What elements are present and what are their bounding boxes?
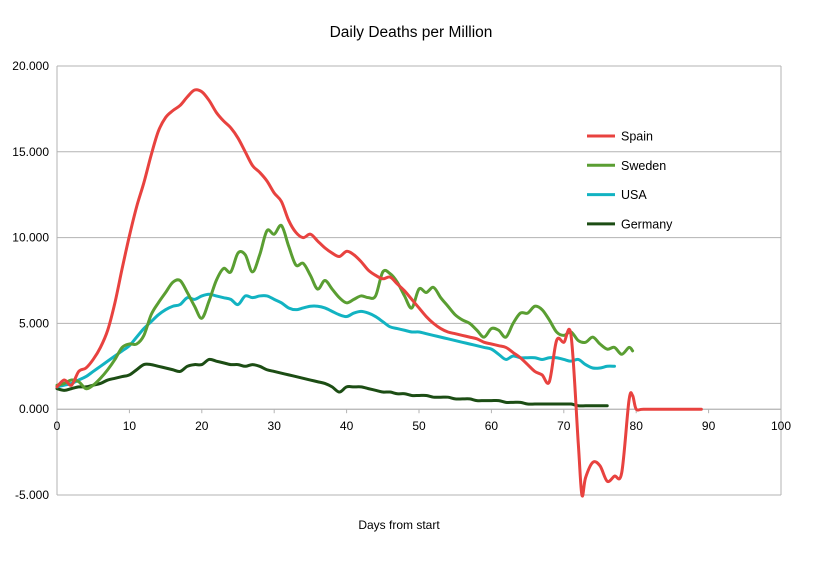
legend-label-usa: USA	[621, 188, 647, 202]
legend-label-sweden: Sweden	[621, 159, 666, 173]
series-line-germany	[55, 357, 609, 408]
legend: Spain Sweden USA Germany	[587, 130, 673, 231]
x-tick-label: 0	[54, 419, 61, 433]
y-tick-label: -5.000	[15, 488, 49, 502]
chart-title: Daily Deaths per Million	[330, 24, 493, 41]
y-tick-label: 20.000	[12, 59, 49, 73]
x-tick-label: 40	[340, 419, 354, 433]
series-line-spain	[55, 88, 703, 498]
legend-label-spain: Spain	[621, 130, 653, 144]
y-tick-label: 5.000	[19, 316, 49, 330]
x-tick-label: 60	[485, 419, 499, 433]
x-tick-label: 20	[195, 419, 209, 433]
x-tick-label: 90	[702, 419, 716, 433]
x-tick-label: 50	[412, 419, 426, 433]
tick-labels: -5.000 0.000 5.000 10.000 15.000 20.000 0 10 20 3…	[12, 59, 791, 502]
x-tick-label: 80	[630, 419, 644, 433]
y-tick-label: 15.000	[12, 145, 49, 159]
x-tick-label: 30	[268, 419, 282, 433]
x-tick-label: 70	[557, 419, 571, 433]
x-axis-label: Days from start	[358, 518, 440, 532]
series-line-sweden	[55, 223, 635, 391]
y-tick-label: 0.000	[19, 402, 49, 416]
legend-label-germany: Germany	[621, 217, 673, 231]
x-tick-label: 100	[771, 419, 791, 433]
x-tick-label: 10	[123, 419, 137, 433]
y-tick-label: 10.000	[12, 231, 49, 245]
series-lines	[55, 88, 703, 498]
